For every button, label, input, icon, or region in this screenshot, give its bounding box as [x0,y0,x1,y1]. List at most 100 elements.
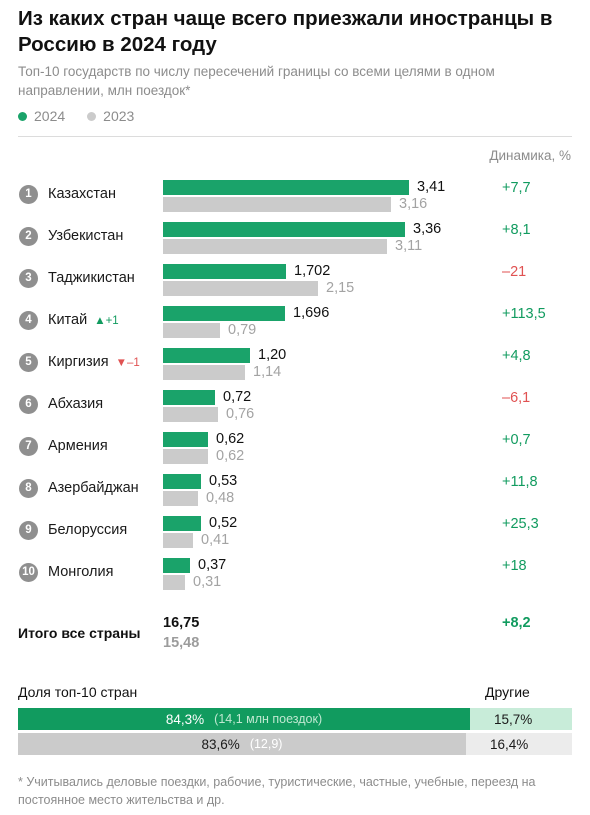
rank-badge: 10 [19,563,38,582]
bar-2023 [163,281,318,296]
dynamics-value: –6,1 [502,390,531,406]
total-previous-value: 15,48 [163,635,200,651]
bar-chart: 1 Казахстан 3,41 3,16 +7,7 2 Узбекистан 3,36 3,1… [0,179,590,600]
bar-2024 [163,222,405,237]
value-label-2024: 0,62 [216,431,245,447]
value-label-2023: 0,48 [206,490,235,506]
legend-item-previous: 2023 [87,108,134,124]
rank-badge: 3 [19,269,38,288]
rank-change-down: ▼–1 [115,357,140,369]
bar-2023 [163,575,185,590]
country-name: Белоруссия [48,522,128,538]
country-label: Белоруссия [48,521,127,540]
value-label-2023: 0,76 [226,406,255,422]
value-label-2024: 3,36 [413,221,442,237]
share-segment-others-previous: 16,4% [466,733,572,755]
value-label-2023: 2,15 [326,280,355,296]
dynamics-value: +4,8 [502,348,531,364]
dynamics-value: +11,8 [502,474,538,490]
legend-item-current: 2024 [18,108,65,124]
bar-2023 [163,365,245,380]
share-value-previous: 83,6% [201,736,240,752]
legend-dot-previous [87,111,97,121]
bar-2023 [163,239,387,254]
footnote: * Учитывались деловые поездки, рабочие, … [18,775,536,807]
dynamics-value: +113,5 [502,306,546,322]
bar-2024 [163,516,201,531]
bar-2024 [163,558,190,573]
value-label-2024: 3,41 [417,179,446,195]
country-name: Таджикистан [48,270,135,286]
rank-badge: 9 [19,521,38,540]
country-label: Азербайджан [48,479,139,498]
legend: 2024 2023 [18,108,134,124]
chart-subtitle: Топ-10 государств по числу пересечений г… [18,64,495,98]
country-name: Китай [48,312,88,328]
total-dynamics: +8,2 [502,615,531,631]
country-label: Казахстан [48,185,116,204]
country-label: Абхазия [48,395,103,414]
rank-badge: 1 [19,185,38,204]
dynamics-value: +18 [502,558,527,574]
bar-row: 4 Китай ▲+1 1,696 0,79 +113,5 [0,305,590,348]
legend-label-current: 2024 [34,108,66,124]
bar-row: 6 Абхазия 0,72 0,76 –6,1 [0,389,590,432]
share-segment-top10-current: 84,3% (14,1 млн поездок) [18,708,470,730]
bar-2024 [163,390,215,405]
rank-change-up: ▲+1 [94,315,119,327]
bar-row: 10 Монголия 0,37 0,31 +18 [0,557,590,600]
country-name: Армения [48,438,108,454]
country-name: Киргизия [48,354,109,370]
country-name: Абхазия [48,396,104,412]
country-name: Монголия [48,564,114,580]
total-label: Итого все страны [18,625,141,641]
country-label: Киргизия ▼–1 [48,353,140,373]
share-segment-top10-previous: 83,6% (12,9) [18,733,466,755]
bar-2024 [163,180,409,195]
share-value-current: 84,3% [165,711,205,727]
country-label: Китай ▲+1 [48,311,119,331]
share-segment-others-current: 15,7% [470,708,572,730]
bar-row: 8 Азербайджан 0,53 0,48 +11,8 [0,473,590,516]
bar-2024 [163,306,285,321]
rank-badge: 4 [19,311,38,330]
total-current-value: 16,75 [163,615,200,631]
bar-row: 1 Казахстан 3,41 3,16 +7,7 [0,179,590,222]
bar-2024 [163,264,286,279]
share-others-label: Другие [485,684,530,700]
value-label-2024: 0,52 [209,515,238,531]
country-name: Азербайджан [48,480,139,496]
value-label-2023: 3,16 [399,196,428,212]
bar-2024 [163,348,250,363]
bar-2023 [163,407,218,422]
share-note-previous: (12,9) [249,737,283,751]
value-label-2024: 0,37 [198,557,227,573]
bar-2023 [163,449,208,464]
country-name: Казахстан [48,186,116,202]
rank-badge: 2 [19,227,38,246]
dynamics-header: Динамика, % [489,148,571,163]
bar-2023 [163,491,198,506]
dynamics-value: +8,1 [502,222,531,238]
bar-2024 [163,474,201,489]
bar-2023 [163,323,220,338]
bar-row: 9 Белоруссия 0,52 0,41 +25,3 [0,515,590,558]
dynamics-value: +7,7 [502,180,531,196]
share-note-current: (14,1 млн поездок) [214,712,323,726]
divider [18,136,572,137]
share-others-value-previous: 16,4% [490,736,529,752]
country-label: Монголия [48,563,113,582]
value-label-2024: 1,696 [293,305,330,321]
rank-badge: 6 [19,395,38,414]
value-label-2023: 3,11 [395,238,423,254]
dynamics-value: –21 [502,264,527,280]
value-label-2023: 0,31 [193,574,222,590]
country-label: Узбекистан [48,227,123,246]
bar-2023 [163,533,193,548]
legend-label-previous: 2023 [103,108,135,124]
value-label-2024: 1,20 [258,347,287,363]
value-label-2023: 1,14 [253,364,282,380]
country-label: Таджикистан [48,269,135,288]
value-label-2024: 0,72 [223,389,252,405]
bar-row: 7 Армения 0,62 0,62 +0,7 [0,431,590,474]
